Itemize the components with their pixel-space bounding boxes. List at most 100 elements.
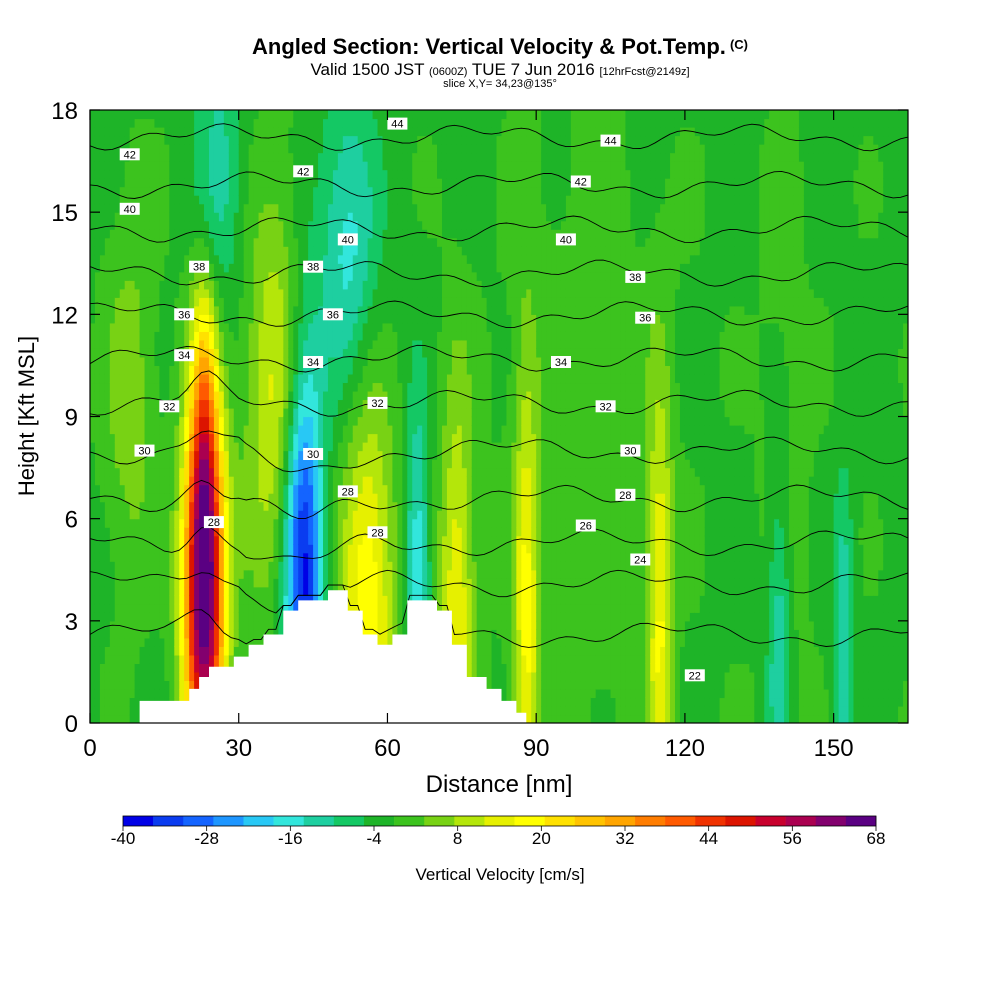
velocity-cell (109, 433, 116, 443)
velocity-cell (139, 118, 146, 128)
velocity-cell (169, 280, 175, 290)
velocity-cell (149, 280, 156, 290)
velocity-cell (238, 118, 245, 128)
velocity-cell (362, 620, 369, 630)
velocity-cell (154, 450, 161, 460)
velocity-cell (104, 569, 111, 579)
velocity-cell (248, 637, 255, 647)
velocity-cell (208, 459, 215, 469)
velocity-cell (204, 535, 210, 545)
velocity-cell (318, 195, 324, 205)
velocity-cell (208, 237, 215, 247)
velocity-cell (273, 390, 279, 401)
velocity-cell (99, 297, 106, 307)
velocity-cell (179, 110, 185, 120)
velocity-cell (194, 637, 200, 647)
velocity-cell (213, 254, 220, 264)
velocity-cell (402, 629, 408, 639)
velocity-cell (407, 407, 413, 418)
velocity-cell (422, 459, 428, 469)
velocity-cell (313, 476, 319, 486)
velocity-cell (139, 186, 146, 196)
velocity-cell (377, 612, 384, 622)
velocity-cell (382, 331, 389, 341)
velocity-cell (243, 416, 250, 426)
velocity-cell (134, 493, 141, 503)
velocity-cell (208, 433, 215, 443)
velocity-cell (347, 416, 354, 426)
velocity-cell (243, 322, 250, 332)
velocity-cell (263, 135, 270, 145)
velocity-cell (248, 152, 255, 162)
velocity-cell (308, 501, 314, 511)
velocity-cell (253, 382, 260, 392)
velocity-cell (377, 459, 384, 469)
velocity-cell (189, 322, 195, 332)
velocity-cell (233, 339, 240, 349)
velocity-cell (417, 348, 423, 358)
velocity-cell (99, 186, 106, 196)
velocity-cell (258, 339, 265, 349)
velocity-cell (357, 322, 364, 332)
velocity-cell (303, 339, 309, 349)
velocity-cell (134, 118, 141, 128)
velocity-cell (184, 671, 190, 682)
velocity-cell (397, 493, 403, 503)
velocity-cell (337, 127, 344, 137)
velocity-cell (407, 527, 413, 537)
velocity-cell (194, 416, 200, 426)
velocity-cell (99, 271, 106, 281)
velocity-cell (412, 442, 418, 452)
velocity-cell (417, 407, 423, 418)
velocity-cell (347, 595, 354, 605)
velocity-cell (184, 450, 190, 460)
velocity-cell (104, 527, 111, 537)
velocity-cell (387, 263, 394, 273)
velocity-cell (367, 144, 374, 154)
velocity-cell (90, 161, 96, 171)
velocity-cell (367, 195, 374, 205)
velocity-cell (129, 450, 136, 460)
velocity-cell (372, 297, 379, 307)
velocity-cell (144, 493, 151, 503)
velocity-cell (283, 552, 289, 562)
velocity-cell (278, 578, 284, 588)
velocity-cell (273, 450, 279, 460)
velocity-cell (174, 118, 180, 128)
velocity-cell (169, 493, 175, 503)
velocity-cell (332, 552, 339, 562)
velocity-cell (233, 603, 240, 613)
velocity-cell (129, 322, 136, 332)
velocity-cell (283, 212, 289, 222)
velocity-cell (124, 688, 131, 699)
velocity-cell (189, 144, 195, 154)
velocity-cell (342, 195, 349, 205)
velocity-cell (293, 450, 299, 460)
velocity-cell (169, 518, 175, 528)
velocity-cell (228, 578, 235, 588)
velocity-cell (387, 569, 394, 579)
velocity-cell (109, 314, 116, 324)
velocity-cell (362, 356, 369, 367)
velocity-cell (377, 135, 384, 145)
velocity-cell (258, 152, 265, 162)
velocity-cell (318, 246, 324, 256)
velocity-cell (154, 510, 161, 520)
velocity-cell (422, 178, 428, 188)
velocity-cell (397, 348, 403, 358)
velocity-cell (99, 493, 106, 503)
velocity-cell (228, 467, 235, 477)
velocity-cell (402, 186, 408, 196)
velocity-cell (189, 110, 195, 120)
velocity-cell (258, 620, 265, 630)
velocity-cell (313, 254, 319, 264)
velocity-cell (308, 569, 314, 579)
velocity-cell (159, 518, 165, 528)
velocity-cell (387, 586, 394, 596)
velocity-cell (367, 186, 374, 196)
velocity-cell (159, 220, 165, 230)
velocity-cell (134, 237, 141, 247)
velocity-cell (318, 544, 324, 554)
velocity-cell (139, 484, 146, 494)
velocity-cell (204, 407, 210, 418)
